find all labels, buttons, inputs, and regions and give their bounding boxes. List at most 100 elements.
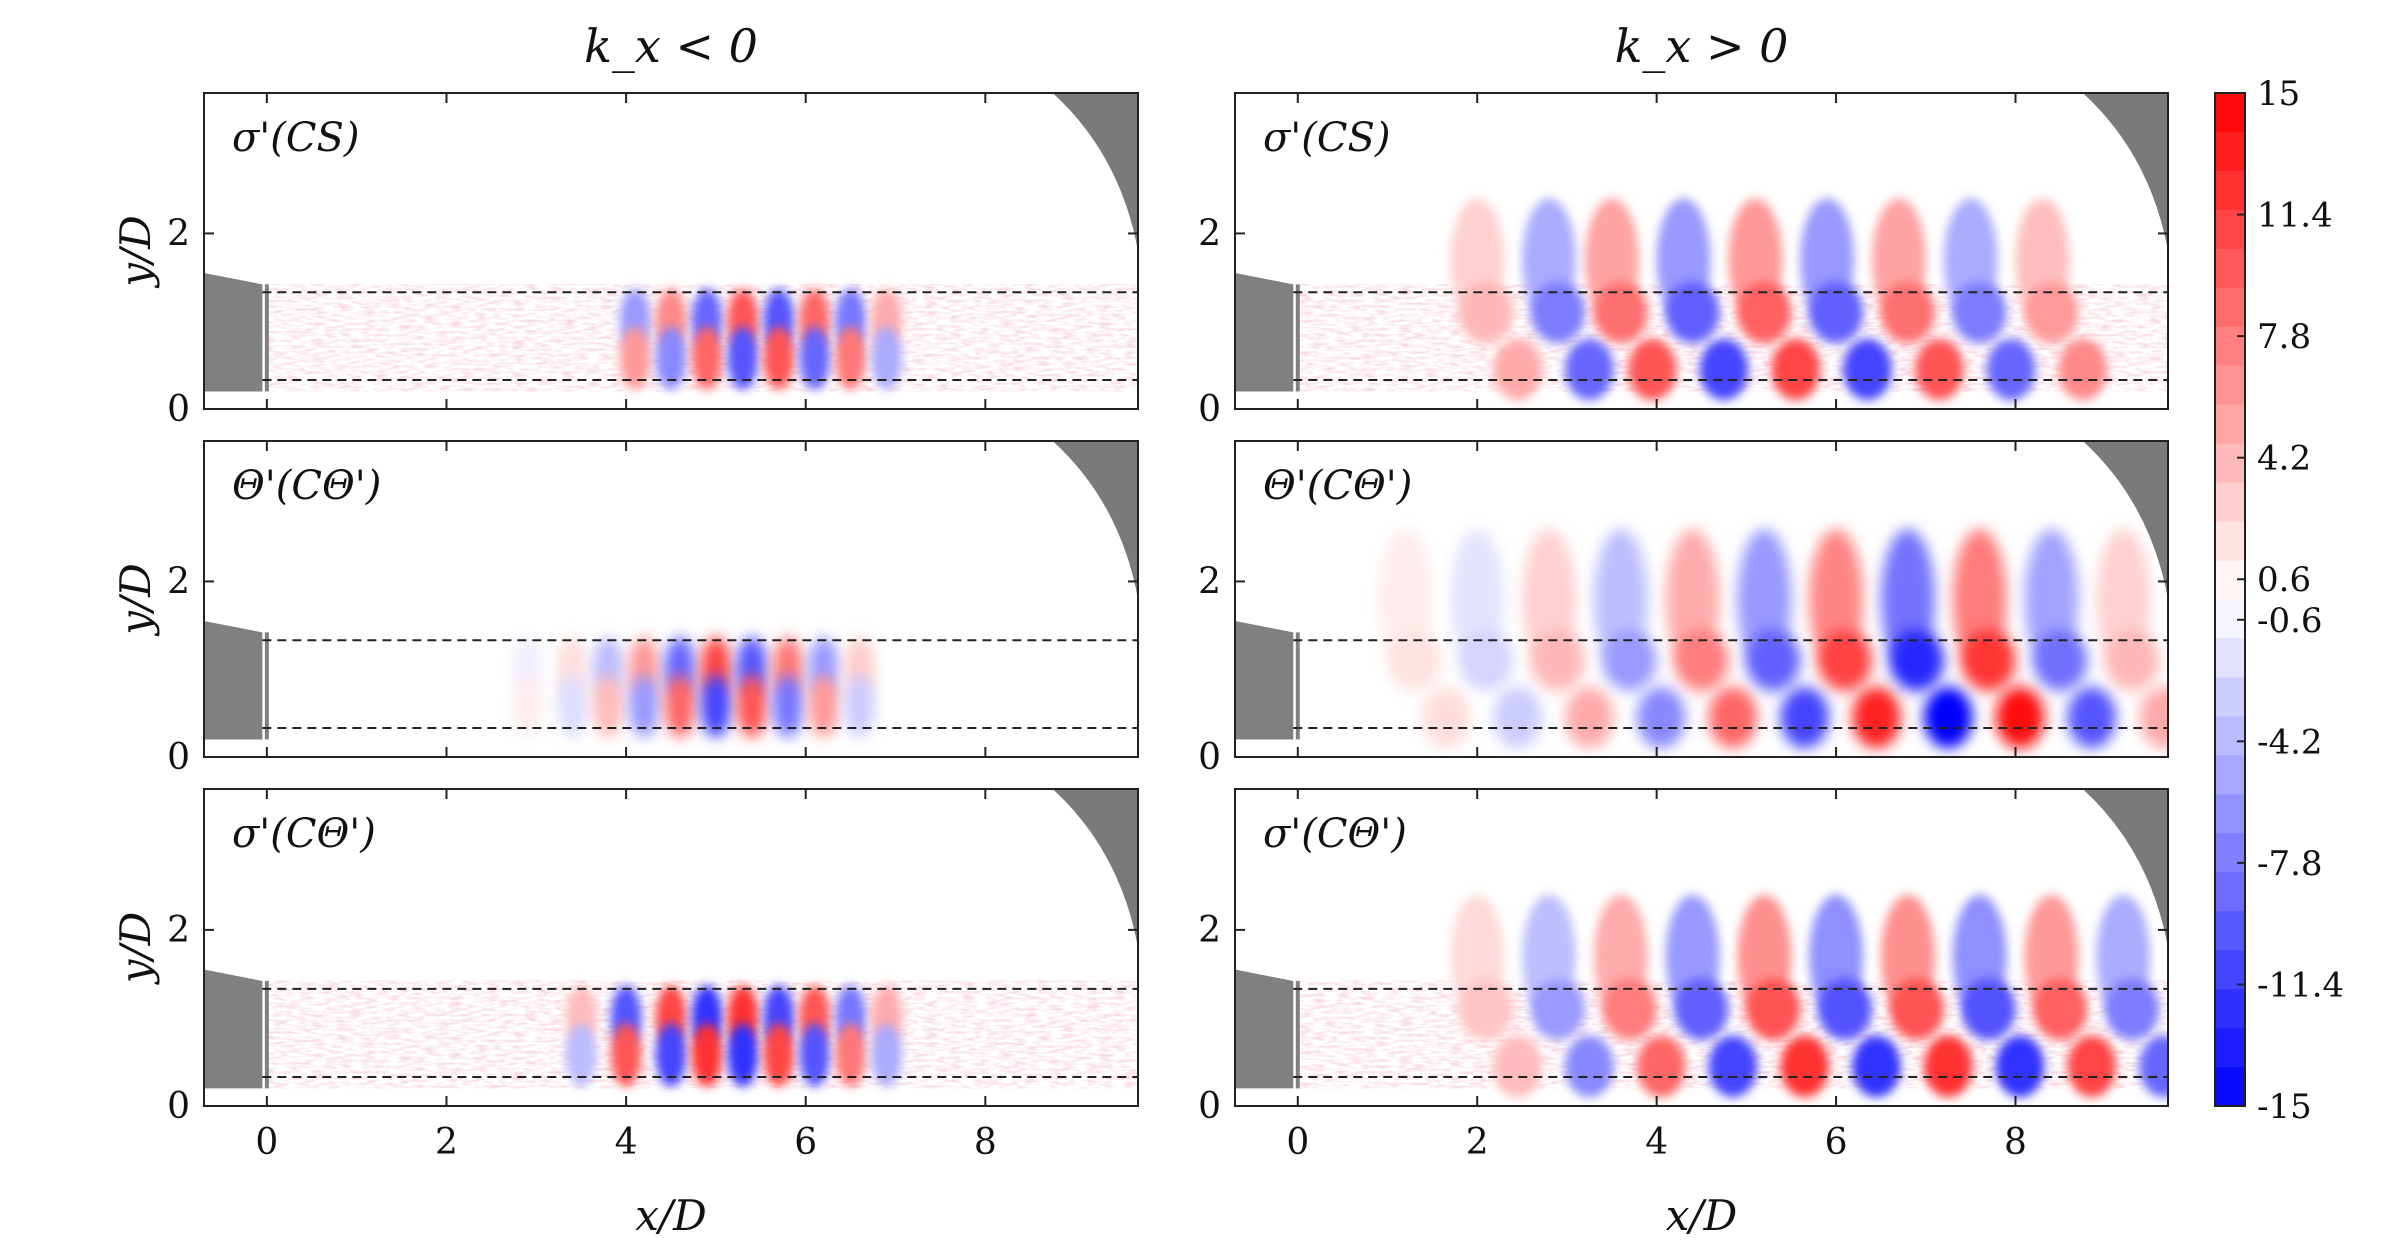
structure-lower (871, 1023, 902, 1087)
y-tick-label: 2 (167, 213, 190, 254)
structure-lower (1852, 686, 1901, 749)
panels: 02σ'(CS)02σ'(CS)02Θ'(CΘ')02Θ'(CΘ')0 2 4 6 80… (167, 92, 2169, 1163)
structure-lower (799, 1023, 830, 1087)
y-tick-label: 2 (1198, 561, 1221, 602)
x-tick-label: 0 (255, 1122, 278, 1163)
structure-core (1593, 281, 1648, 344)
colorbar-level (2215, 638, 2245, 679)
structure-lower (619, 326, 651, 390)
structure-core (1746, 629, 1801, 692)
structure-core (1531, 978, 1585, 1040)
panel-frame (203, 440, 1139, 758)
structure-core (1952, 281, 2007, 344)
colorbar-level (2215, 287, 2245, 328)
structure-core (1961, 978, 2016, 1040)
structure-lower (655, 326, 687, 390)
structure-lower (512, 674, 543, 738)
column-title-positive: k_x > 0 (1615, 19, 1789, 73)
structure-core (1737, 281, 1792, 344)
structure-lower (844, 674, 875, 738)
structure-core (2105, 629, 2160, 692)
y-tick-label: 0 (1198, 1086, 1221, 1127)
structure-lower (1565, 1035, 1614, 1098)
panel-frame (1234, 440, 2169, 758)
structure-lower (2058, 338, 2107, 401)
y-tick-label: 2 (1198, 910, 1221, 951)
panel-field (204, 93, 1138, 392)
structure-lower (1636, 686, 1686, 749)
y-tick-label: 2 (1198, 213, 1221, 254)
structure-lower (772, 674, 804, 738)
x-axis-label-left: x/D (635, 1191, 707, 1240)
nozzle-shape (204, 620, 263, 740)
colorbar-level (2215, 404, 2245, 445)
structure-lower (2067, 1035, 2116, 1098)
nozzle-shape (1235, 969, 1294, 1089)
structure-lower (1780, 686, 1829, 749)
panel-label: σ'(CS) (232, 115, 360, 161)
structure-lower (1627, 338, 1677, 401)
panel-row3-negative: 0 2 4 6 8 0 2 σ'(CΘ') (167, 788, 1139, 1163)
colorbar-level (2215, 755, 2245, 795)
colorbar-level (2215, 911, 2245, 951)
structure-lower (1923, 686, 1973, 749)
colorbar-level (2215, 1067, 2245, 1107)
structure-core (1746, 978, 1801, 1040)
colorbar-level (2215, 482, 2245, 523)
masked-corner (2082, 93, 2168, 251)
x-tick-label: 4 (615, 1122, 638, 1163)
structure-lower (1493, 338, 1542, 401)
structure-lower (2139, 686, 2168, 749)
structure-lower (1915, 338, 1964, 401)
structure-lower (835, 1023, 866, 1087)
structure-lower (871, 326, 902, 390)
structure-core (1961, 629, 2016, 692)
y-tick-label: 2 (167, 910, 190, 951)
masked-corner (1052, 789, 1138, 948)
column-titles: k_x < 0 k_x > 0 (584, 19, 1788, 73)
structure-lower (808, 674, 839, 738)
panel-label: Θ'(CΘ') (232, 463, 381, 509)
structure-core (1818, 978, 1872, 1040)
panel-frame (203, 92, 1139, 410)
structure-lower (1493, 686, 1542, 749)
colorbar-frame (2214, 92, 2246, 1107)
x-tick-label: 0 (1286, 1122, 1309, 1163)
structure-core (1531, 281, 1585, 344)
panel-field (1235, 789, 2168, 1098)
x-axis-label-right: x/D (1666, 1191, 1738, 1240)
panel-label: σ'(CΘ') (1263, 811, 1407, 857)
colorbar-tick-label: -0.6 (2257, 601, 2323, 641)
y-tick-label: 0 (1198, 389, 1221, 430)
structure-lower (565, 1023, 597, 1087)
structure-core (1459, 629, 1514, 692)
colorbar-level (2215, 93, 2245, 133)
structure-core (1459, 978, 1514, 1040)
structure-core (2024, 281, 2079, 344)
structure-lower (1636, 1035, 1686, 1098)
structure-lower (1923, 1035, 1973, 1098)
structure-lower (835, 326, 866, 390)
colorbar-tick-label: 7.8 (2257, 317, 2311, 357)
x-tick-label: 6 (794, 1122, 817, 1163)
structure-lower (1780, 1035, 1829, 1098)
masked-corner (1052, 441, 1138, 599)
structure-core (1602, 978, 1657, 1040)
panel-row2-positive: 0 2 Θ'(CΘ') (1198, 440, 2169, 778)
x-tick-label: 2 (435, 1122, 458, 1163)
structure-lower (1565, 686, 1614, 749)
structure-lower (1771, 338, 1820, 401)
x-tick-label: 6 (1825, 1122, 1848, 1163)
y-tick-label: 0 (167, 389, 190, 430)
structure-core (1889, 629, 1944, 692)
structure-lower (1843, 338, 1892, 401)
colorbar-tick-label: -15 (2257, 1087, 2312, 1127)
structure-lower (1421, 686, 1471, 749)
colorbar-level (2215, 794, 2245, 834)
x-tick-label: 4 (1645, 1122, 1668, 1163)
x-tick-label: 8 (2004, 1122, 2027, 1163)
nozzle-lip (264, 284, 269, 392)
colorbar-level (2215, 521, 2245, 562)
structure-lower (1708, 686, 1758, 749)
